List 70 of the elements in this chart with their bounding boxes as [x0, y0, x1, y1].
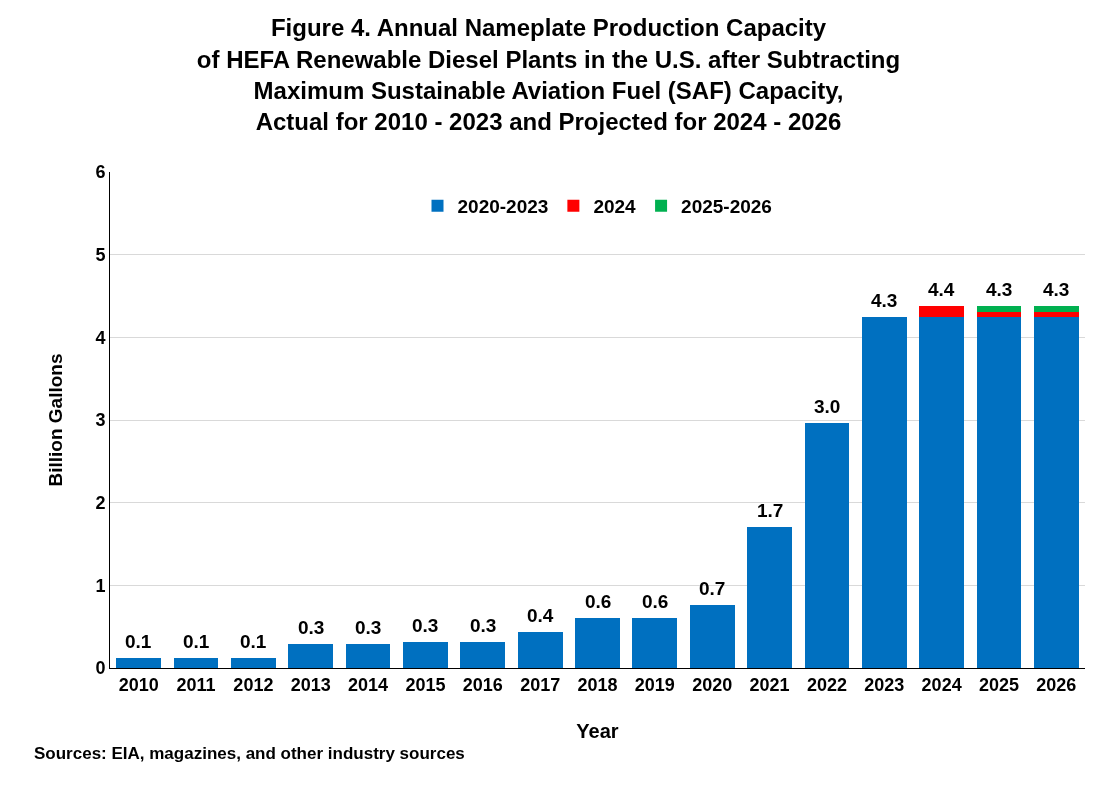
y-tick-label: 1	[95, 575, 106, 596]
y-tick-label: 3	[95, 410, 106, 431]
bar	[1033, 305, 1079, 312]
y-tick-label: 5	[95, 244, 106, 265]
total-label: 4.3	[986, 279, 1013, 300]
y-tick-label: 6	[95, 162, 106, 183]
total-label: 4.3	[1043, 279, 1070, 300]
x-tick-label: 2016	[462, 674, 503, 695]
total-label: 0.4	[527, 605, 554, 626]
x-tick-label: 2026	[1036, 674, 1077, 695]
y-axis-title: Billion Gallons	[45, 353, 66, 487]
total-label: 0.1	[240, 631, 267, 652]
bar	[517, 632, 563, 668]
bar	[345, 644, 391, 668]
total-label: 0.6	[585, 591, 612, 612]
bar	[460, 641, 506, 668]
x-tick-label: 2022	[806, 674, 847, 695]
bar	[575, 617, 620, 668]
y-tick-label: 4	[95, 327, 106, 348]
bar	[116, 658, 162, 668]
total-label: 0.3	[412, 615, 439, 636]
total-label: 0.1	[183, 631, 210, 652]
bar	[173, 658, 219, 668]
total-label: 0.3	[470, 615, 497, 636]
bar	[1033, 316, 1079, 668]
chart-title: Figure 4. Annual Nameplate Production Capacity of HEFA Renewable Diesel Plants in the U.S. after Subtracting Maximum Sustainable Aviation Fuel (SAF) Capacity, Actual for 2010 - 2023 and Projected for 2024 - 2026	[196, 14, 901, 135]
bar	[288, 644, 334, 668]
x-tick-label: 2015	[405, 674, 446, 695]
x-tick-label: 2011	[176, 674, 216, 695]
bar	[403, 641, 448, 668]
x-tick-label: 2020	[692, 674, 733, 695]
y-tick-label: 2	[95, 492, 106, 513]
x-axis-title: Year	[576, 720, 619, 742]
source-note: Sources: EIA, magazines, and other industry sources	[34, 744, 465, 763]
legend-label: 2024	[593, 196, 637, 218]
x-tick-label: 2014	[348, 674, 389, 695]
total-label: 0.6	[642, 591, 669, 612]
bar	[747, 526, 792, 668]
x-tick-label: 2019	[634, 674, 675, 695]
bar	[919, 305, 964, 317]
x-tick-label: 2012	[233, 674, 274, 695]
total-label: 0.1	[125, 631, 152, 652]
total-label: 4.3	[871, 290, 898, 311]
total-label: 0.3	[298, 617, 325, 638]
total-label: 3.0	[814, 396, 841, 417]
legend-label: 2020-2023	[457, 196, 549, 218]
bar	[976, 316, 1022, 668]
x-tick-label: 2010	[118, 674, 159, 695]
total-label: 0.7	[699, 578, 726, 599]
bar	[861, 316, 907, 668]
total-label: 1.7	[757, 500, 784, 521]
bar	[689, 605, 735, 668]
legend-label: 2025-2026	[681, 196, 772, 218]
x-tick-label: 2024	[921, 674, 962, 695]
total-label: 0.3	[355, 617, 382, 638]
x-tick-label: 2013	[290, 674, 331, 695]
total-label: 4.4	[928, 279, 955, 300]
bar	[804, 423, 850, 668]
x-tick-label: 2021	[749, 674, 790, 695]
y-tick-label: 0	[95, 658, 106, 679]
x-tick-label: 2025	[978, 674, 1019, 695]
bar	[1033, 311, 1079, 317]
bar	[632, 617, 678, 668]
x-tick-label: 2023	[864, 674, 905, 695]
x-tick-label: 2018	[577, 674, 618, 695]
bar	[919, 316, 964, 668]
bar	[976, 305, 1022, 312]
bar	[231, 658, 276, 668]
x-tick-label: 2017	[520, 674, 561, 695]
bar	[976, 311, 1022, 317]
